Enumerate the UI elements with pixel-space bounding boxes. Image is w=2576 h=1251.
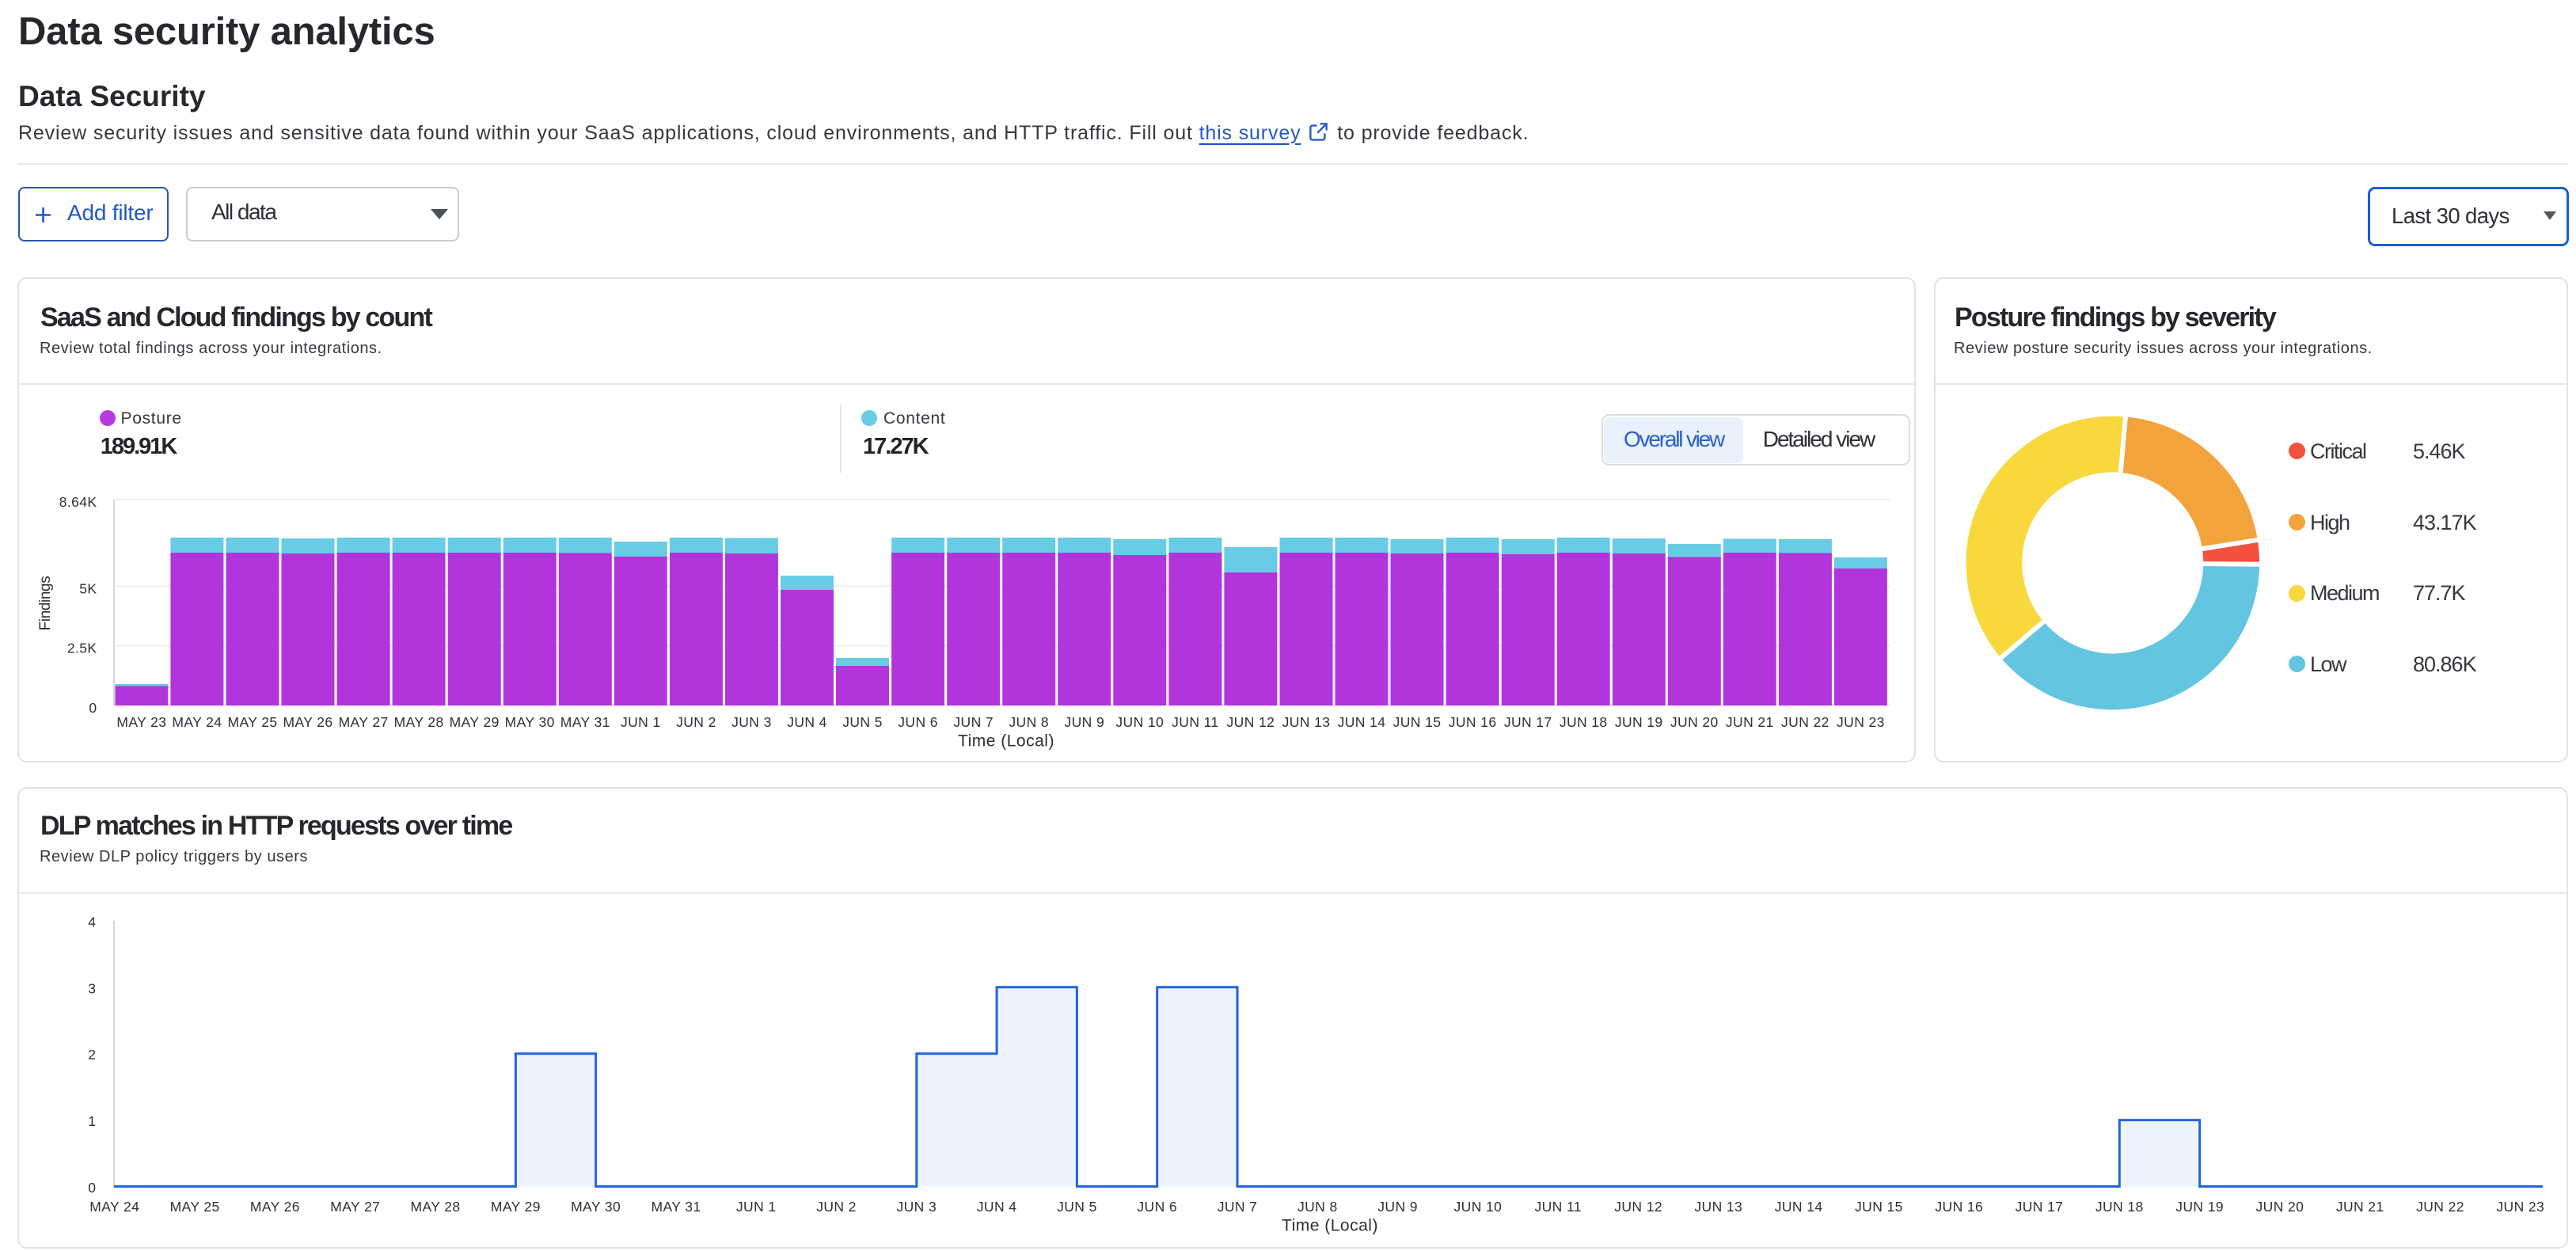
svg-text:1: 1 [88, 1113, 96, 1129]
svg-text:MAY 30: MAY 30 [571, 1199, 621, 1215]
svg-text:JUN 21: JUN 21 [1726, 714, 1774, 730]
svg-text:JUN 22: JUN 22 [1781, 714, 1829, 730]
svg-text:MAY 30: MAY 30 [505, 714, 555, 730]
svg-text:JUN 17: JUN 17 [2016, 1199, 2064, 1215]
svg-text:JUN 15: JUN 15 [1393, 714, 1442, 730]
svg-text:MAY 26: MAY 26 [250, 1199, 300, 1215]
svg-text:JUN 7: JUN 7 [1218, 1199, 1258, 1215]
svg-text:MAY 25: MAY 25 [227, 714, 277, 730]
svg-text:JUN 23: JUN 23 [2496, 1199, 2544, 1215]
svg-text:JUN 10: JUN 10 [1454, 1199, 1503, 1215]
svg-text:JUN 9: JUN 9 [1064, 714, 1104, 730]
svg-text:2.5K: 2.5K [67, 641, 97, 656]
svg-text:JUN 3: JUN 3 [896, 1199, 937, 1215]
svg-text:2: 2 [88, 1047, 96, 1063]
svg-text:JUN 9: JUN 9 [1377, 1199, 1418, 1215]
svg-text:JUN 7: JUN 7 [953, 714, 994, 730]
svg-text:JUN 20: JUN 20 [2256, 1199, 2304, 1215]
svg-text:JUN 16: JUN 16 [1449, 714, 1497, 730]
svg-text:JUN 5: JUN 5 [1057, 1199, 1097, 1215]
svg-text:JUN 4: JUN 4 [787, 714, 827, 730]
svg-text:MAY 24: MAY 24 [89, 1199, 139, 1215]
svg-text:JUN 13: JUN 13 [1282, 714, 1331, 730]
svg-text:JUN 2: JUN 2 [816, 1199, 857, 1215]
svg-text:JUN 16: JUN 16 [1935, 1199, 1983, 1215]
svg-text:MAY 27: MAY 27 [330, 1199, 380, 1215]
svg-text:MAY 23: MAY 23 [116, 714, 166, 730]
svg-text:JUN 2: JUN 2 [676, 714, 716, 730]
svg-text:0: 0 [89, 700, 97, 716]
svg-text:JUN 19: JUN 19 [2175, 1199, 2224, 1215]
svg-text:JUN 8: JUN 8 [1297, 1199, 1338, 1215]
svg-text:MAY 31: MAY 31 [560, 714, 610, 730]
svg-text:8.64K: 8.64K [59, 494, 97, 510]
svg-text:JUN 18: JUN 18 [2095, 1199, 2144, 1215]
svg-text:JUN 22: JUN 22 [2416, 1199, 2464, 1215]
svg-text:JUN 10: JUN 10 [1115, 714, 1164, 730]
svg-text:JUN 5: JUN 5 [842, 714, 883, 730]
svg-text:JUN 23: JUN 23 [1837, 714, 1885, 730]
svg-text:MAY 29: MAY 29 [491, 1199, 541, 1215]
svg-text:MAY 26: MAY 26 [283, 714, 332, 730]
svg-text:JUN 1: JUN 1 [736, 1199, 777, 1215]
svg-text:Time (Local): Time (Local) [1282, 1217, 1378, 1235]
svg-text:JUN 20: JUN 20 [1670, 714, 1719, 730]
svg-text:JUN 11: JUN 11 [1534, 1199, 1581, 1215]
svg-text:MAY 31: MAY 31 [651, 1199, 701, 1215]
svg-text:JUN 17: JUN 17 [1504, 714, 1552, 730]
svg-text:MAY 28: MAY 28 [394, 714, 444, 730]
svg-text:JUN 15: JUN 15 [1855, 1199, 1903, 1215]
svg-text:MAY 28: MAY 28 [410, 1199, 460, 1215]
svg-text:5K: 5K [79, 580, 97, 596]
svg-text:MAY 25: MAY 25 [170, 1199, 220, 1215]
svg-text:MAY 29: MAY 29 [450, 714, 500, 730]
svg-text:JUN 4: JUN 4 [977, 1199, 1017, 1215]
svg-text:4: 4 [88, 914, 96, 930]
svg-text:JUN 14: JUN 14 [1338, 714, 1386, 730]
svg-text:0: 0 [88, 1180, 96, 1196]
svg-text:JUN 3: JUN 3 [731, 714, 772, 730]
svg-text:3: 3 [88, 980, 96, 996]
svg-text:JUN 11: JUN 11 [1172, 714, 1218, 730]
svg-text:JUN 14: JUN 14 [1775, 1199, 1823, 1215]
svg-text:Findings: Findings [37, 576, 54, 631]
svg-text:JUN 18: JUN 18 [1560, 714, 1608, 730]
svg-text:JUN 6: JUN 6 [1137, 1199, 1177, 1215]
svg-text:JUN 12: JUN 12 [1614, 1199, 1662, 1215]
svg-text:JUN 1: JUN 1 [621, 714, 661, 730]
svg-text:JUN 6: JUN 6 [898, 714, 938, 730]
svg-text:JUN 13: JUN 13 [1694, 1199, 1742, 1215]
svg-text:Time (Local): Time (Local) [958, 732, 1054, 751]
svg-text:JUN 19: JUN 19 [1615, 714, 1663, 730]
svg-text:JUN 12: JUN 12 [1227, 714, 1275, 730]
svg-text:MAY 27: MAY 27 [339, 714, 389, 730]
svg-text:MAY 24: MAY 24 [172, 714, 222, 730]
svg-text:JUN 21: JUN 21 [2336, 1199, 2384, 1215]
svg-text:JUN 8: JUN 8 [1009, 714, 1049, 730]
